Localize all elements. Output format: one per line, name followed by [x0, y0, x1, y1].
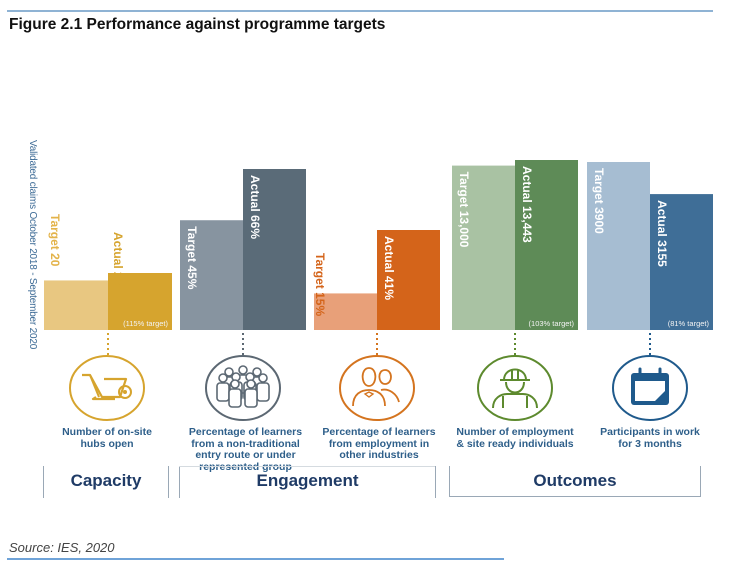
- outcomes-bracket-left: [449, 466, 450, 496]
- engagement-bracket-left: [179, 466, 180, 498]
- capacity-bracket-left: [43, 466, 44, 498]
- outcomes-bracket-right: [700, 466, 701, 497]
- label-target-site-ready: Target 13,000: [457, 172, 471, 248]
- engagement-bracket-right: [435, 466, 436, 498]
- description-other-industries: Percentage of learners from employment i…: [322, 426, 436, 461]
- label-actual-hubs: Actual 23: [111, 232, 125, 286]
- bar-actual-in-work: [650, 194, 713, 330]
- label-actual-in-work: Actual 3155: [655, 200, 669, 267]
- bar-target-other-industries: [314, 293, 377, 330]
- bar-actual-hubs: [108, 273, 172, 330]
- bottom-rule: [7, 558, 504, 560]
- bar-target-site-ready: [452, 165, 515, 330]
- category-engagement: Engagement: [256, 471, 359, 490]
- note-in-work: (81% target): [668, 319, 710, 328]
- outcomes-bracket-bottom: [449, 496, 701, 497]
- construction-worker-icon: [477, 355, 553, 421]
- figure-title: Figure 2.1 Performance against programme…: [9, 16, 386, 33]
- engagement-bracket-top: [179, 466, 435, 467]
- bar-target-in-work: [587, 162, 650, 330]
- label-target-in-work: Target 3900: [592, 168, 606, 234]
- label-actual-site-ready: Actual 13,443: [520, 166, 534, 243]
- bar-actual-non-traditional: [243, 169, 306, 330]
- bar-target-non-traditional: [180, 220, 243, 330]
- wheelbarrow-icon: [69, 355, 145, 421]
- capacity-bracket-right: [168, 466, 169, 498]
- top-rule: [7, 10, 713, 12]
- category-capacity: Capacity: [70, 471, 142, 490]
- note-hubs: (115% target): [123, 319, 168, 328]
- bar-actual-site-ready: [515, 160, 578, 330]
- note-site-ready: (103% target): [529, 319, 575, 328]
- label-target-hubs: Target 20: [48, 214, 62, 267]
- y-axis-label: Validated claims October 2018 - Septembe…: [27, 140, 38, 350]
- label-target-other-industries: Target 15%: [313, 253, 327, 316]
- bar-target-hubs: [44, 280, 108, 330]
- label-target-non-traditional: Target 45%: [185, 226, 199, 289]
- group-of-people-icon: [205, 355, 281, 421]
- description-in-work: Participants in work for 3 months: [600, 426, 700, 450]
- label-actual-non-traditional: Actual 66%: [248, 175, 262, 239]
- category-outcomes: Outcomes: [533, 471, 617, 490]
- source-note: Source: IES, 2020: [9, 540, 115, 555]
- two-people-icon: [339, 355, 415, 421]
- bar-actual-other-industries: [377, 230, 440, 330]
- description-hubs: Number of on-site hubs open: [62, 426, 152, 450]
- calendar-icon: [612, 355, 688, 421]
- description-site-ready: Number of employment & site ready indivi…: [456, 426, 574, 450]
- label-actual-other-industries: Actual 41%: [382, 236, 396, 300]
